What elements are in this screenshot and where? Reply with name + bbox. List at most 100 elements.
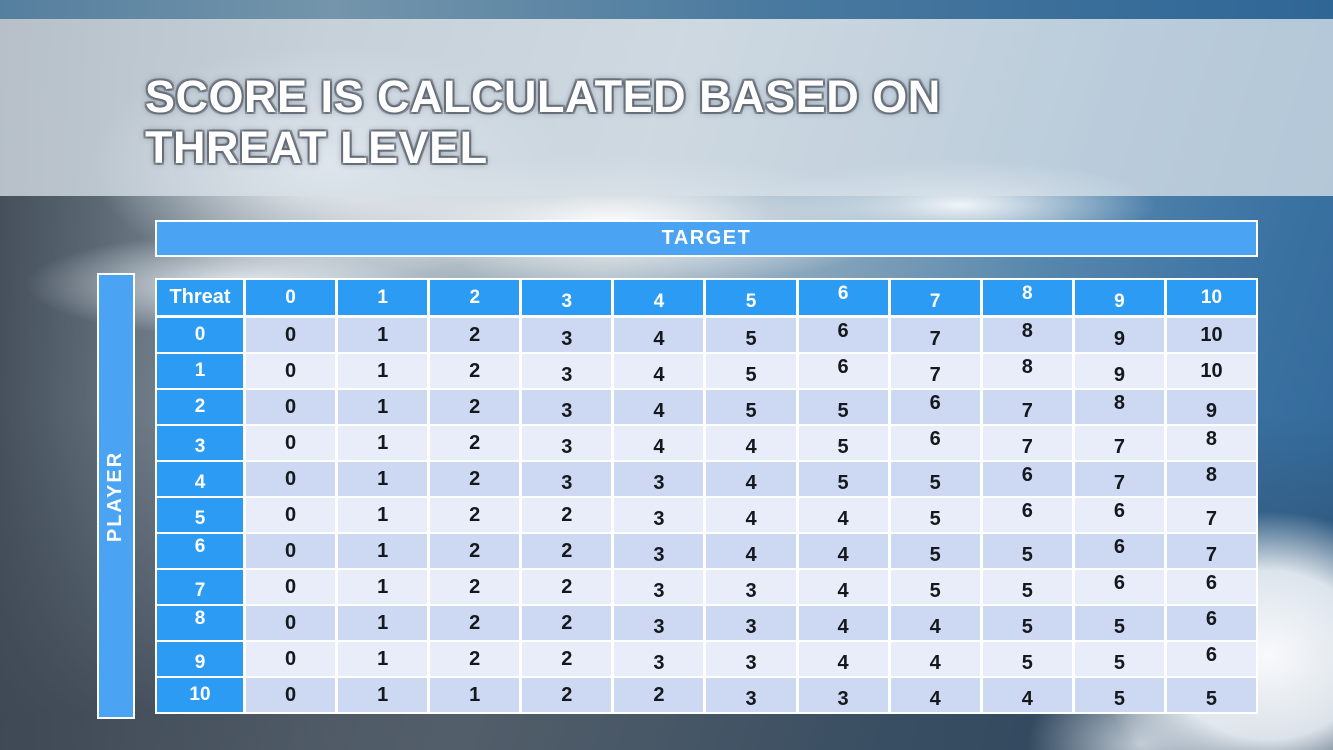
score-cell: 5 [706, 354, 796, 388]
score-cell: 1 [338, 426, 428, 460]
score-cell: 6 [890, 390, 980, 424]
score-cell-value: 3 [745, 651, 757, 674]
score-cell-value: 6 [837, 319, 849, 342]
score-cell-value: 9 [1113, 327, 1125, 350]
score-cell: 0 [246, 534, 336, 568]
score-cell-value: 1 [377, 359, 389, 382]
score-cell-value: 0 [284, 431, 297, 454]
row-header-cell: 9 [157, 642, 243, 676]
score-cell: 5 [1166, 678, 1257, 712]
col-header-cell: 3 [522, 280, 612, 315]
score-cell-value: 6 [929, 391, 941, 414]
score-cell: 8 [1166, 426, 1257, 460]
score-cell: 7 [982, 426, 1072, 460]
score-cell-value: 4 [929, 615, 941, 638]
score-cell-value: 1 [377, 539, 389, 562]
score-cell-value: 2 [469, 395, 481, 418]
score-cell: 6 [982, 462, 1072, 496]
score-cell-value: 5 [837, 435, 849, 458]
score-cell-value: 1 [469, 683, 481, 706]
score-cell-value: 5 [1021, 543, 1033, 566]
table-row: 9 0 1 2 2 3 3 4 4 5 5 6 [157, 642, 1257, 676]
row-header-value: 8 [194, 608, 206, 629]
score-cell-value: 2 [561, 539, 573, 562]
score-cell-value: 7 [1113, 471, 1125, 494]
score-cell-value: 3 [561, 471, 573, 494]
score-cell-value: 2 [469, 539, 481, 562]
score-cell: 3 [522, 318, 612, 352]
score-cell: 3 [522, 354, 612, 388]
score-cell-value: 4 [745, 507, 757, 530]
score-cell-value: 5 [837, 399, 849, 422]
score-cell-value: 4 [745, 435, 757, 458]
score-cell-value: 1 [377, 323, 389, 346]
score-cell: 0 [246, 498, 336, 532]
score-cell: 2 [522, 642, 612, 676]
score-cell: 6 [798, 354, 888, 388]
table-row: 0 0 1 2 3 4 5 6 7 8 9 10 [157, 318, 1257, 352]
score-cell-value: 1 [377, 647, 389, 670]
score-cell: 1 [338, 570, 428, 604]
score-cell-value: 8 [1205, 463, 1218, 486]
score-cell: 4 [798, 498, 888, 532]
score-cell-value: 8 [1113, 391, 1125, 414]
row-header-value: 3 [194, 436, 206, 457]
score-cell-value: 4 [929, 687, 941, 710]
score-cell: 4 [706, 426, 796, 460]
score-cell: 4 [706, 498, 796, 532]
score-cell: 2 [430, 534, 520, 568]
score-cell-value: 0 [284, 683, 297, 706]
score-cell: 6 [798, 318, 888, 352]
score-cell: 2 [430, 318, 520, 352]
score-cell: 2 [522, 570, 612, 604]
score-cell: 7 [1074, 462, 1164, 496]
score-cell-value: 4 [653, 435, 665, 458]
score-cell: 7 [1074, 426, 1164, 460]
score-cell-value: 3 [745, 579, 757, 602]
row-header-cell: 5 [157, 498, 243, 532]
col-header-cell: 0 [246, 280, 336, 315]
col-header-value: 0 [285, 286, 296, 308]
score-cell: 1 [338, 642, 428, 676]
score-cell-value: 3 [561, 399, 573, 422]
score-cell-value: 3 [653, 543, 665, 566]
score-cell: 6 [1166, 606, 1257, 640]
score-cell: 3 [706, 642, 796, 676]
score-cell: 9 [1166, 390, 1257, 424]
player-axis-band: PLAYER [97, 273, 135, 719]
score-cell-value: 3 [745, 687, 757, 710]
score-cell: 1 [338, 534, 428, 568]
score-cell: 3 [706, 570, 796, 604]
score-cell: 2 [430, 498, 520, 532]
table-header-row: Threat 0 1 2 3 4 5 6 7 8 9 10 [157, 280, 1257, 315]
slide-title: SCORE IS CALCULATED BASED ON THREAT LEVEL [145, 71, 941, 173]
score-cell: 5 [890, 462, 980, 496]
score-cell-value: 4 [837, 507, 849, 530]
score-cell: 6 [1166, 570, 1257, 604]
score-cell-value: 7 [1113, 435, 1125, 458]
score-cell-value: 4 [929, 651, 941, 674]
row-header-value: 10 [189, 684, 211, 705]
score-cell-value: 1 [377, 575, 389, 598]
score-cell-value: 1 [377, 683, 389, 706]
slide-title-line2: THREAT LEVEL [145, 122, 488, 173]
score-cell-value: 5 [929, 579, 941, 602]
score-cell-value: 2 [469, 323, 481, 346]
score-cell: 5 [982, 606, 1072, 640]
row-header-cell: 1 [157, 354, 243, 388]
score-cell-value: 4 [745, 543, 757, 566]
score-cell: 2 [430, 606, 520, 640]
score-cell-value: 6 [1021, 463, 1033, 486]
score-cell-value: 6 [837, 355, 849, 378]
score-cell-value: 5 [745, 363, 757, 386]
score-cell: 0 [246, 606, 336, 640]
score-cell: 0 [246, 426, 336, 460]
score-cell-value: 8 [1021, 355, 1033, 378]
score-cell: 6 [1074, 570, 1164, 604]
score-cell: 7 [890, 318, 980, 352]
score-cell: 4 [614, 318, 704, 352]
table-row: 4 0 1 2 3 3 4 5 5 6 7 8 [157, 462, 1257, 496]
score-cell-value: 9 [1205, 399, 1218, 422]
score-cell: 4 [798, 570, 888, 604]
score-cell: 3 [522, 462, 612, 496]
